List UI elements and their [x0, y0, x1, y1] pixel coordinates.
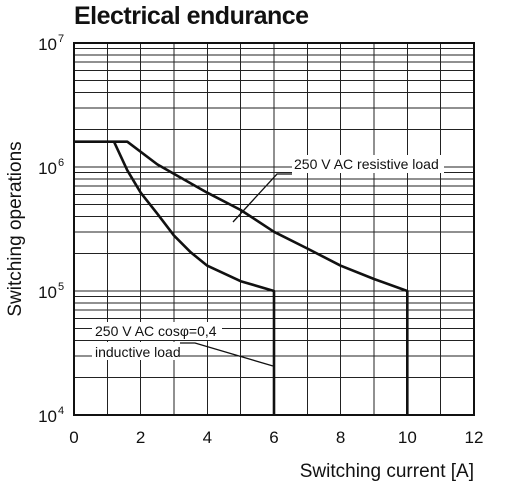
x-tick-label: 2 — [136, 428, 145, 447]
annotation-inductive-load-line1: 250 V AC cosφ=0,4 — [95, 323, 217, 339]
curve-resistive-load — [74, 140, 409, 415]
y-axis-label: Switching operations — [5, 141, 26, 316]
x-tick-label: 0 — [69, 428, 78, 447]
y-tick-exponent: 4 — [58, 405, 64, 417]
y-tick-label: 10 — [38, 159, 57, 178]
x-tick-label: 8 — [336, 428, 345, 447]
y-tick-label: 10 — [38, 35, 57, 54]
chart-title: Electrical endurance — [74, 2, 309, 30]
x-tick-label: 4 — [203, 428, 212, 447]
plot-frame — [73, 42, 475, 416]
y-tick-exponent: 6 — [58, 157, 64, 169]
y-tick-exponent: 7 — [58, 33, 64, 45]
curve-inductive-load — [112, 141, 276, 415]
annotation-background — [292, 155, 444, 173]
annotation-inductive-load-line2: inductive load — [95, 344, 181, 360]
leader-line-resistive — [232, 173, 292, 223]
y-tick-label: 10 — [38, 283, 57, 302]
annotation-resistive-load: 250 V AC resistive load — [294, 156, 439, 172]
leader-line-inductive — [180, 342, 274, 367]
x-tick-label: 10 — [398, 428, 417, 447]
y-tick-exponent: 5 — [58, 281, 64, 293]
annotation-background — [92, 342, 180, 360]
curves — [74, 140, 409, 415]
y-tick-label: 10 — [38, 407, 57, 426]
x-tick-label: 12 — [465, 428, 484, 447]
x-tick-label: 6 — [269, 428, 278, 447]
annotation-background — [92, 322, 222, 340]
annotations: 250 V AC resistive load 250 V AC cosφ=0,4… — [92, 155, 444, 367]
x-axis-label: Switching current [A] — [300, 461, 474, 482]
